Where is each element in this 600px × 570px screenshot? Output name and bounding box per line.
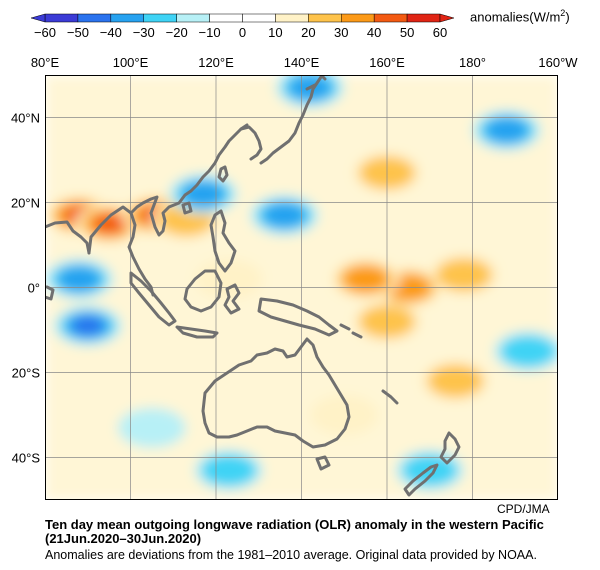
legend-arrow-high <box>439 13 455 23</box>
coast-srilanka <box>45 285 55 301</box>
coast-borneo <box>183 269 223 313</box>
coast-newcaledonia <box>381 389 399 405</box>
anomaly-patch <box>310 395 379 435</box>
credit-label: CPD/JMA <box>497 502 550 516</box>
legend-bin <box>308 13 342 23</box>
anomaly-patch <box>57 266 102 292</box>
lon-label: 80°E <box>30 55 60 70</box>
anomaly-patch <box>262 202 307 229</box>
legend-tick-label: 30 <box>334 25 348 40</box>
lat-label: 40°S <box>11 450 40 465</box>
figure-period: (21Jun.2020–30Jun.2020) <box>45 531 202 546</box>
coast-india-bengal <box>45 220 91 255</box>
anomaly-patch <box>343 266 388 292</box>
legend-tick-label: −50 <box>67 25 89 40</box>
coast-newguinea <box>257 297 339 337</box>
legend-tick-label: 0 <box>239 25 246 40</box>
map-gridlines <box>45 75 558 500</box>
legend-tick-label: −40 <box>100 25 122 40</box>
coast-solomon <box>339 323 363 339</box>
anomaly-patch <box>181 181 226 207</box>
figure-note: Anomalies are deviations from the 1981–2… <box>45 548 537 562</box>
lon-label: 160°E <box>369 55 405 70</box>
coastlines <box>45 75 461 497</box>
legend-tick-label: −10 <box>199 25 221 40</box>
anomaly-patch <box>71 316 104 336</box>
legend-bin <box>373 13 408 23</box>
color-legend-bar: −60 −50 −40 −30 −20 −10 0 10 20 30 40 50 60 <box>30 13 455 40</box>
legend-tick-label: 10 <box>268 25 282 40</box>
legend-bin <box>406 13 441 23</box>
lat-label: 0° <box>27 280 40 295</box>
legend-bin <box>275 13 309 23</box>
lat-label: 20°S <box>11 365 40 380</box>
coast-tasmania <box>315 455 331 471</box>
legend-bin <box>209 13 243 23</box>
lon-label: 160°W <box>538 55 578 70</box>
legend-bin <box>341 13 375 23</box>
coast-sumatra <box>129 271 177 327</box>
legend-tick-label: −60 <box>34 25 56 40</box>
anomaly-patch <box>427 364 484 398</box>
lon-label: 100°E <box>112 55 149 70</box>
lat-label: 20°N <box>10 195 40 210</box>
coast-java <box>175 325 219 339</box>
anomaly-patch <box>200 453 257 487</box>
anomaly-patch <box>194 259 263 299</box>
map-frame <box>45 75 558 500</box>
lon-label: 140°E <box>283 55 320 70</box>
anomaly-patch <box>117 407 186 448</box>
legend-bin <box>77 13 112 23</box>
legend-tick-label: −30 <box>133 25 155 40</box>
legend-bin <box>176 13 210 23</box>
coast-australia <box>201 337 351 449</box>
lon-label: 180° <box>459 55 486 70</box>
legend-tick-label: 40 <box>367 25 381 40</box>
coast-indochina <box>87 123 249 297</box>
coast-hainan <box>181 201 193 215</box>
figure-title: Ten day mean outgoing longwave radiation… <box>45 517 544 532</box>
olr-anomaly-map <box>45 75 558 500</box>
coast-philippines <box>209 209 237 273</box>
coast-newzealand <box>403 431 461 497</box>
anomaly-patch <box>500 334 557 368</box>
legend-bin <box>143 13 177 23</box>
lat-label: 40°N <box>10 110 40 125</box>
coast-korea <box>239 125 263 161</box>
legend-bin <box>110 13 145 23</box>
lon-label: 120°E <box>198 55 234 70</box>
legend-unit-label: anomalies(W/m2) <box>470 8 570 25</box>
legend-tick-label: 60 <box>433 25 447 40</box>
anomaly-patch <box>484 117 529 144</box>
legend-arrow-low <box>30 13 46 23</box>
coast-taiwan <box>217 165 229 183</box>
coast-sulawesi <box>223 283 241 315</box>
legend-bin <box>44 13 79 23</box>
anomaly-patch <box>93 214 126 234</box>
anomaly-patch <box>435 258 492 292</box>
legend-tick-label: 50 <box>400 25 414 40</box>
legend-tick-label: 20 <box>301 25 315 40</box>
legend-tick-label: −20 <box>166 25 188 40</box>
legend-bin <box>242 13 276 23</box>
